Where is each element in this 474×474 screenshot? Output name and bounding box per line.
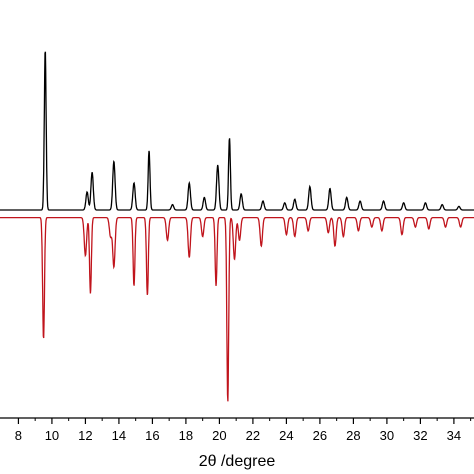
x-axis-ticks: 8 10 12 14 16 18 20 22 24 26 28 30 32 34 (15, 418, 472, 443)
series-line-1 (0, 51, 474, 211)
x-tick-label: 22 (246, 428, 260, 443)
x-tick-label: 34 (447, 428, 461, 443)
x-tick-label: 30 (380, 428, 394, 443)
x-tick-label: 24 (279, 428, 293, 443)
x-tick-label: 20 (212, 428, 226, 443)
x-tick-label: 16 (145, 428, 159, 443)
x-tick-label: 18 (179, 428, 193, 443)
series-line-2 (0, 216, 474, 402)
x-tick-label: 32 (413, 428, 427, 443)
x-tick-label: 12 (78, 428, 92, 443)
x-tick-label: 14 (112, 428, 126, 443)
x-tick-label: 28 (346, 428, 360, 443)
plot-lines (0, 51, 474, 402)
x-tick-label: 26 (313, 428, 327, 443)
x-tick-label: 10 (45, 428, 59, 443)
x-axis-title: 2θ /degree (199, 453, 276, 470)
x-tick-label: 8 (15, 428, 22, 443)
